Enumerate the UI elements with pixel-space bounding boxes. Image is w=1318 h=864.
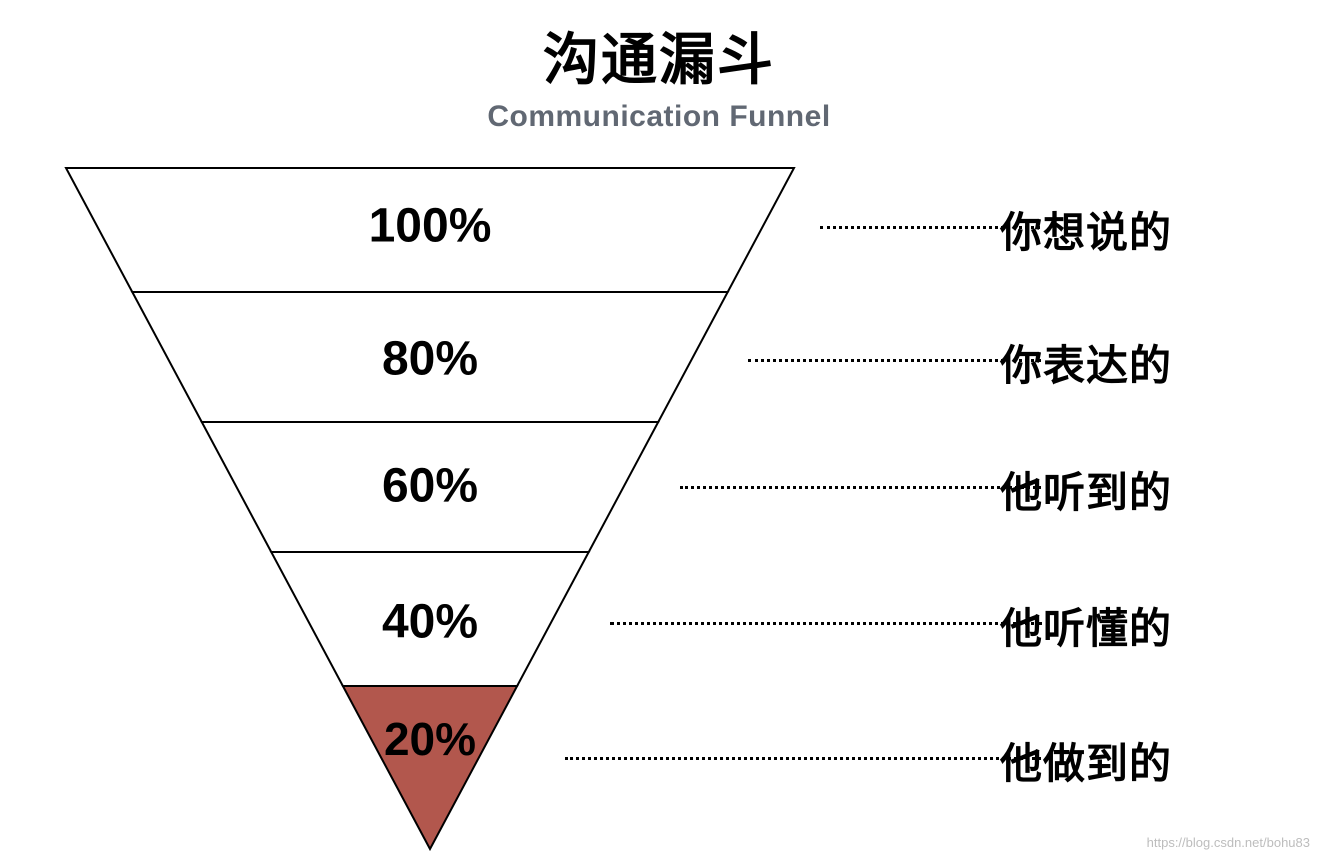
connector-line-4 [565,757,1041,760]
funnel-label-3: 他听懂的 [1000,595,1172,656]
funnel-percent-1: 80% [382,333,478,386]
diagram-header: 沟通漏斗 Communication Funnel [0,0,1318,134]
funnel-label-2: 他听到的 [1000,459,1172,520]
funnel-percent-2: 60% [382,460,478,513]
connector-line-1 [748,359,1041,362]
funnel-svg: 100% 80% 60% 40% 20% [60,164,800,854]
watermark-text: https://blog.csdn.net/bohu83 [1147,835,1310,850]
funnel-percent-3: 40% [382,596,478,649]
connector-line-2 [680,486,1041,489]
funnel-segment-4 [343,686,517,849]
title-english: Communication Funnel [0,100,1318,134]
funnel-label-0: 你想说的 [1000,199,1172,260]
funnel-label-4: 他做到的 [1000,730,1172,791]
funnel-percent-0: 100% [369,200,492,253]
title-chinese: 沟通漏斗 [0,15,1318,96]
funnel-percent-4: 20% [384,713,476,765]
funnel-container: 100% 80% 60% 40% 20% [60,164,800,859]
funnel-label-1: 你表达的 [1000,332,1172,393]
diagram-content: 100% 80% 60% 40% 20% 你想说的你表达的他听到的他听懂的他做到的 [0,164,1318,864]
connector-line-3 [610,622,1042,625]
